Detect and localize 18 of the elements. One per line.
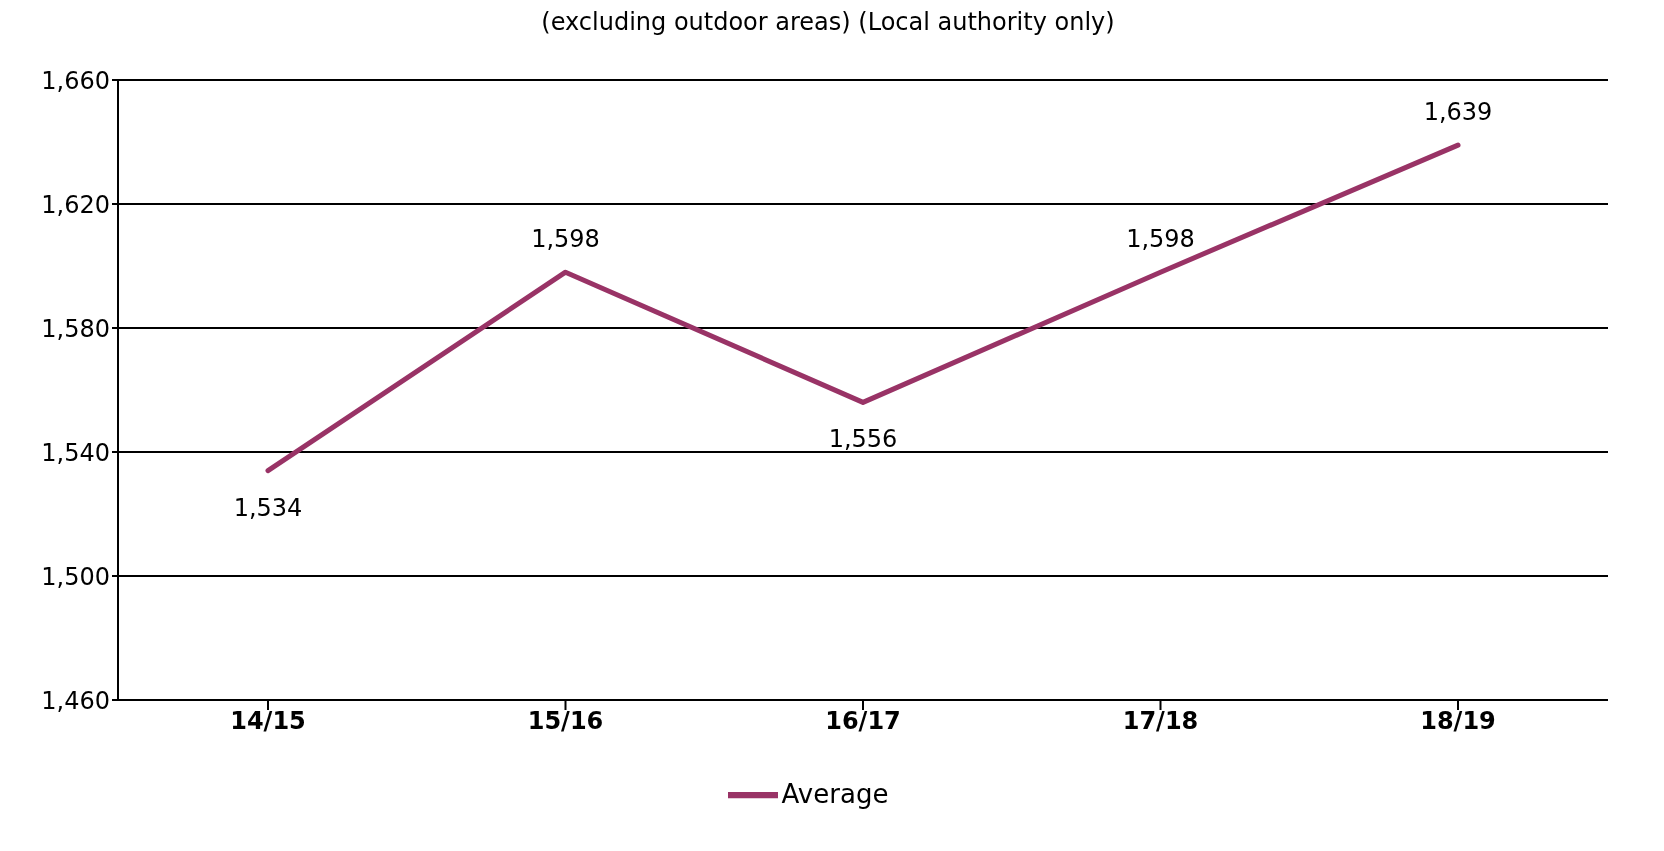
legend-label: Average: [781, 778, 889, 809]
data-label: 1,639: [1423, 98, 1493, 127]
x-tick-label: 17/18: [1122, 707, 1199, 736]
y-tick-label: 1,460: [41, 686, 110, 715]
chart-title: (excluding outdoor areas) (Local authority only): [540, 8, 1116, 36]
x-tick-label: 14/15: [230, 707, 306, 736]
x-tick-label: 16/17: [825, 707, 901, 736]
y-tick-label: 1,660: [41, 66, 110, 95]
y-tick-label: 1,620: [41, 190, 110, 219]
data-label: 1,598: [1126, 225, 1195, 254]
data-label: 1,534: [233, 493, 303, 522]
x-tick-label: 18/19: [1420, 707, 1496, 736]
data-label: 1,556: [828, 425, 898, 454]
y-tick-label: 1,580: [41, 314, 110, 343]
y-tick-label: 1,540: [41, 438, 110, 467]
x-tick-label: 15/16: [527, 707, 604, 736]
data-label: 1,598: [531, 225, 600, 254]
y-tick-label: 1,500: [41, 562, 110, 591]
